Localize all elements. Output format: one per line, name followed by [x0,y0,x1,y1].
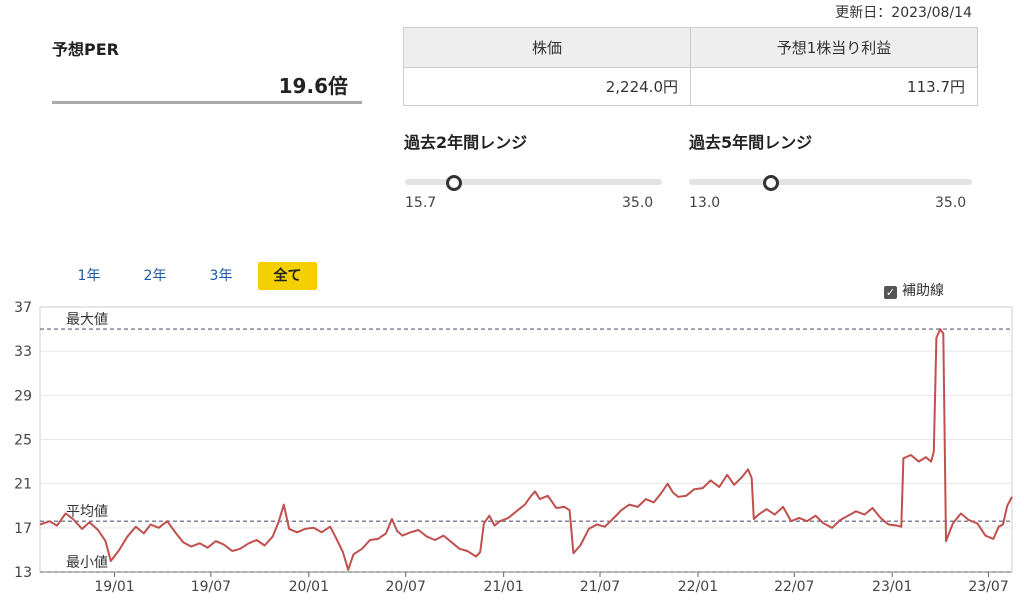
x-tick-label: 22/01 [678,579,718,595]
per-label: 予想PER [52,40,119,59]
range-2y-max: 35.0 [622,195,654,211]
per-value: 19.6倍 [278,74,348,98]
per-underline [52,101,362,104]
eps-header: 予想1株当り利益 [690,27,978,68]
x-tick-label: 20/07 [386,579,426,595]
range-5y-knob [763,175,780,191]
x-tick-label: 19/01 [94,579,134,595]
updated-date: 更新日：2023/08/14 [835,5,972,21]
per-line [39,328,1013,571]
x-tick-label: 23/01 [872,579,912,595]
x-tick-label: 20/01 [289,579,329,595]
y-tick-label: 13 [14,565,32,581]
range-5y-min: 13.0 [689,195,721,211]
tab-3y[interactable]: 3年 [209,268,233,284]
range-2y-knob [445,175,462,191]
aux-line-checkbox[interactable]: ✓ 補助線 [884,280,944,300]
range-2y-min: 15.7 [405,195,437,211]
range-2y-track [405,179,662,185]
checkmark-icon: ✓ [884,286,897,299]
price-header: 株価 [403,27,691,68]
reference-label: 平均値 [66,504,108,520]
price-table: 株価 予想1株当り利益 2,224.0円 113.7円 [403,27,978,106]
y-tick-label: 33 [14,344,32,360]
y-tick-label: 37 [14,300,32,316]
reference-label: 最小値 [66,555,108,571]
range-5y-title: 過去5年間レンジ [689,133,813,152]
x-tick-label: 21/01 [483,579,523,595]
x-tick-label: 21/07 [580,579,620,595]
y-tick-label: 17 [14,521,32,537]
y-tick-label: 21 [14,477,32,493]
range-5y-track [689,179,972,185]
aux-line-label: 補助線 [902,283,944,299]
x-tick-label: 22/07 [774,579,814,595]
tab-2y[interactable]: 2年 [143,268,167,284]
range-5y-max: 35.0 [935,195,967,211]
range-2y-title: 過去2年間レンジ [404,133,528,152]
y-tick-label: 29 [14,388,32,404]
x-tick-label: 19/07 [191,579,231,595]
price-value: 2,224.0円 [403,67,691,106]
reference-label: 最大値 [66,312,108,328]
tab-all[interactable]: 全て [258,262,317,290]
eps-value: 113.7円 [690,67,978,106]
per-chart: 13 17 21 25 29 33 37 19/01 19/07 20/01 20/07 21/01 2… [14,300,1013,595]
x-tick-label: 23/07 [968,579,1008,595]
y-tick-label: 25 [14,433,32,449]
tab-1y[interactable]: 1年 [77,268,101,284]
